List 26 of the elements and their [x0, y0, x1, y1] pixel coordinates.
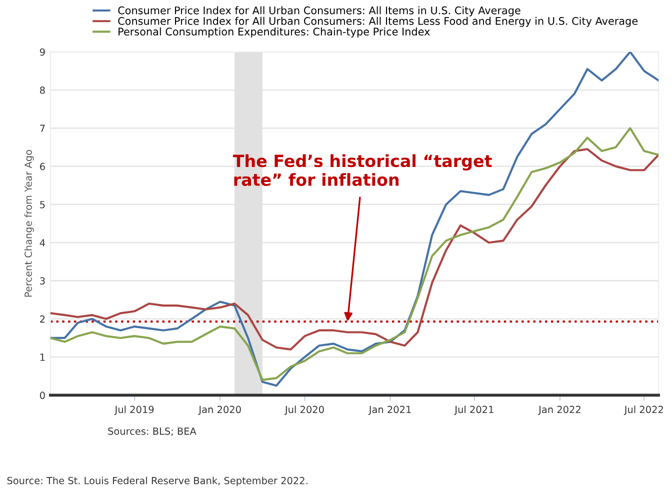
y-axis-title: Percent Change from Year Ago — [24, 150, 34, 297]
y-tick-label: 1 — [40, 354, 45, 361]
y-tick-label: 8 — [40, 86, 45, 94]
y-tick-label: 0 — [40, 392, 45, 400]
x-tick-label: Jul 2019 — [114, 406, 154, 415]
y-tick-label: 6 — [40, 162, 45, 170]
legend-label: Consumer Price Index for All Urban Consumers: All Items in U.S. City Average — [118, 6, 520, 16]
y-tick-label: 7 — [40, 124, 45, 132]
source-note: Sources: BLS; BEA — [108, 428, 196, 436]
source-note: Source: The St. Louis Federal Reserve Bank, September 2022. — [7, 476, 308, 486]
legend-label: Consumer Price Index for All Urban Consumers: All Items Less Food and Energy in U.S. City Average — [118, 16, 638, 27]
x-tick-label: Jan 2020 — [198, 406, 241, 415]
x-tick-label: Jul 2022 — [624, 406, 663, 415]
y-tick-label: 5 — [40, 201, 45, 208]
x-tick-label: Jul 2020 — [284, 406, 324, 415]
annotation: The Fed’s historical “target rate” for inflation — [232, 154, 492, 186]
y-tick-label: 4 — [40, 239, 45, 246]
x-tick-label: Jan 2022 — [538, 406, 580, 415]
line-series — [50, 127, 659, 381]
y-tick-label: 2 — [40, 315, 45, 323]
x-tick-label: Jan 2021 — [368, 406, 411, 415]
y-tick-label: 9 — [40, 48, 45, 56]
line-series — [50, 148, 659, 350]
x-tick-label: Jul 2021 — [454, 406, 494, 415]
y-tick-label: 3 — [40, 277, 45, 285]
legend-label: Personal Consumption Expenditures: Chain-type Price Index — [118, 27, 430, 38]
